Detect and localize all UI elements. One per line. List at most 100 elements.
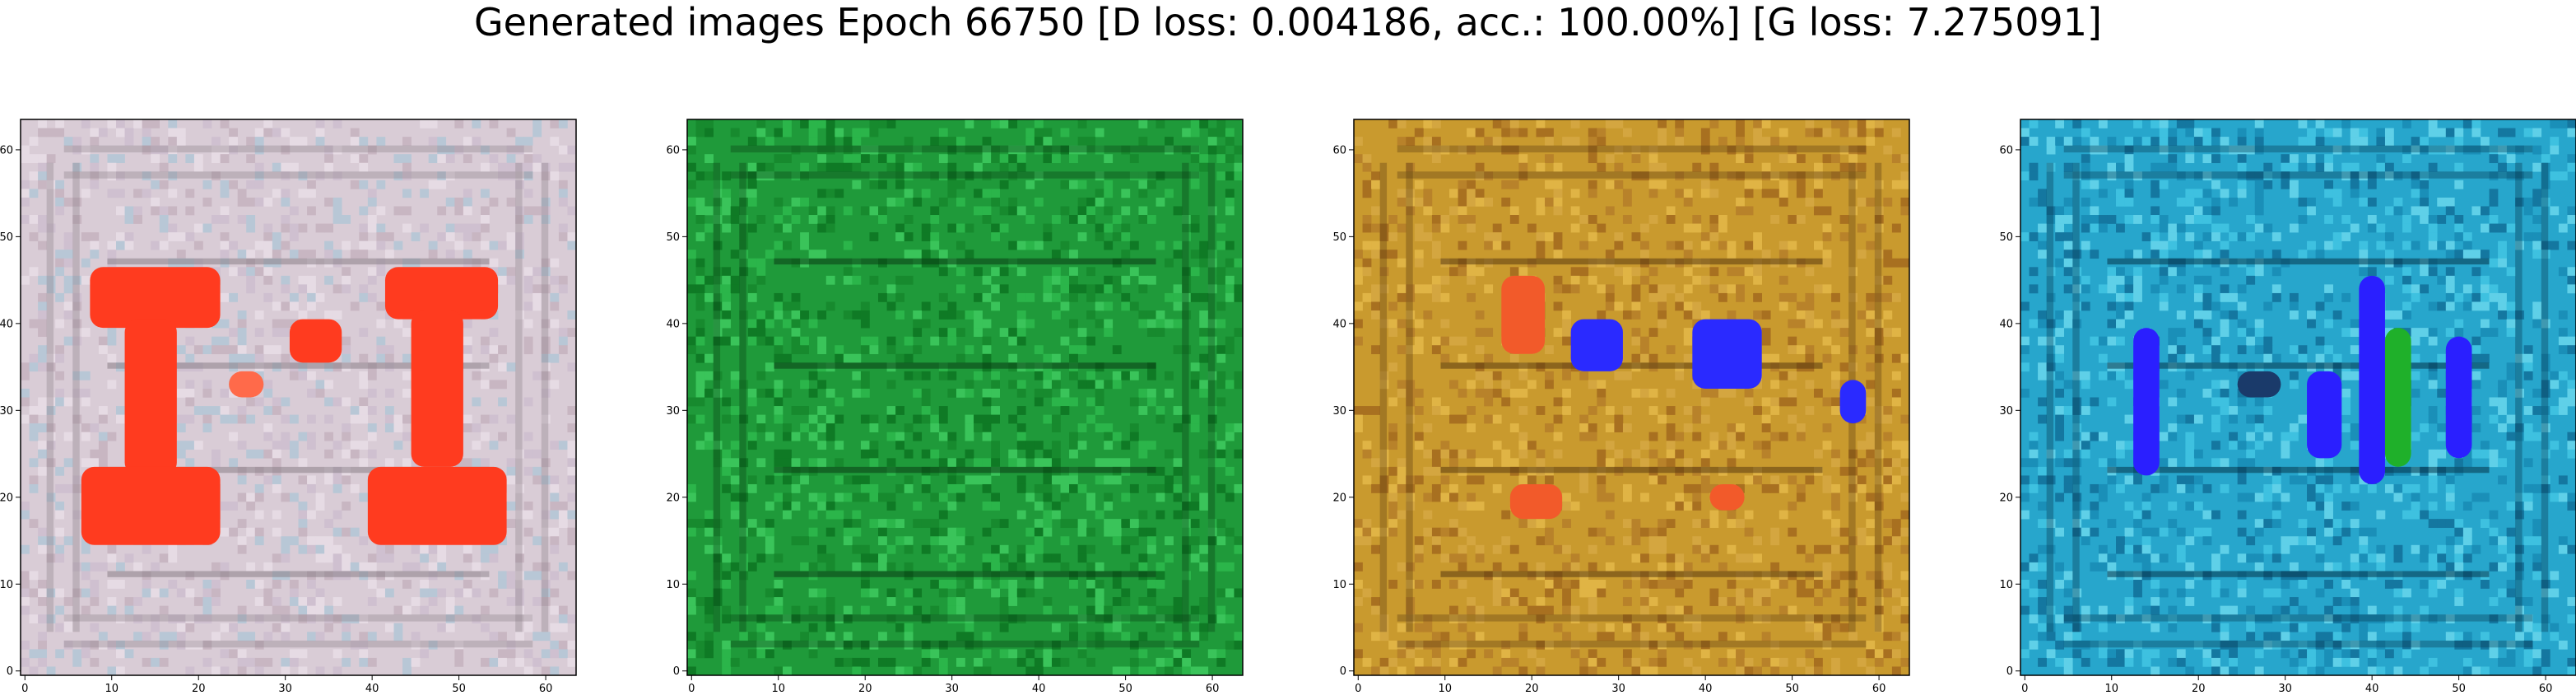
- image-pixel: [1684, 458, 1693, 467]
- image-pixel: [1363, 450, 1372, 459]
- image-pixel: [965, 632, 974, 641]
- image-pixel: [1866, 641, 1875, 650]
- image-pixel: [1035, 484, 1044, 493]
- image-pixel: [532, 632, 542, 641]
- image-pixel: [1415, 432, 1424, 441]
- image-pixel: [1823, 250, 1832, 259]
- image-pixel: [255, 137, 264, 146]
- image-pixel: [1354, 301, 1363, 310]
- image-pixel: [974, 310, 983, 320]
- image-pixel: [1866, 241, 1875, 250]
- image-pixel: [1709, 267, 1718, 276]
- image-pixel: [722, 649, 731, 658]
- image-pixel: [1823, 224, 1832, 233]
- image-pixel: [1415, 180, 1424, 189]
- image-pixel: [1467, 180, 1476, 189]
- image-pixel: [904, 589, 914, 598]
- image-pixel: [939, 536, 948, 545]
- image-pixel: [446, 606, 455, 615]
- image-pixel: [1892, 528, 1901, 537]
- image-pixel: [1138, 528, 1147, 537]
- image-pixel: [1432, 276, 1441, 285]
- image-pixel: [1476, 163, 1485, 172]
- image-pixel: [1025, 450, 1035, 459]
- image-pixel: [246, 284, 255, 293]
- image-pixel: [255, 267, 264, 276]
- image-pixel: [852, 354, 861, 363]
- image-pixel: [38, 658, 47, 667]
- image-pixel: [1147, 389, 1156, 398]
- image-pixel: [1579, 371, 1588, 380]
- image-pixel: [342, 337, 351, 346]
- image-pixel: [983, 337, 992, 346]
- image-pixel: [2255, 198, 2264, 207]
- image-pixel: [437, 232, 446, 241]
- image-pixel: [1354, 562, 1363, 572]
- image-pixel: [2064, 215, 2073, 224]
- image-pixel: [1840, 467, 1849, 476]
- image-pixel: [792, 484, 801, 493]
- image-pixel: [21, 398, 30, 407]
- image-pixel: [463, 189, 472, 198]
- image-pixel: [1753, 406, 1762, 415]
- image-pixel: [1536, 562, 1545, 572]
- image-pixel: [1043, 137, 1052, 146]
- image-pixel: [38, 241, 47, 250]
- image-pixel: [722, 658, 731, 667]
- image-pixel: [1182, 658, 1191, 667]
- image-pixel: [299, 284, 308, 293]
- image-pixel: [1900, 154, 1909, 163]
- image-pixel: [1709, 224, 1718, 233]
- image-pixel: [1208, 146, 1217, 155]
- image-pixel: [1138, 562, 1147, 572]
- image-pixel: [1684, 328, 1693, 337]
- image-pixel: [463, 154, 472, 163]
- image-pixel: [21, 180, 30, 189]
- image-pixel: [748, 137, 757, 146]
- image-pixel: [1840, 597, 1849, 606]
- image-pixel: [2341, 215, 2350, 224]
- image-pixel: [1675, 128, 1684, 138]
- image-pixel: [704, 119, 714, 128]
- image-pixel: [2272, 232, 2281, 241]
- image-pixel: [185, 389, 194, 398]
- image-pixel: [1130, 241, 1139, 250]
- image-pixel: [1709, 284, 1718, 293]
- image-pixel: [800, 345, 809, 354]
- image-pixel: [1467, 128, 1476, 138]
- image-pixel: [1121, 276, 1130, 285]
- image-pixel: [2541, 154, 2550, 163]
- image-pixel: [974, 423, 983, 432]
- image-pixel: [1061, 284, 1070, 293]
- image-pixel: [1788, 528, 1797, 537]
- image-pixel: [1753, 597, 1762, 606]
- image-pixel: [2160, 180, 2169, 189]
- image-pixel: [1354, 137, 1363, 146]
- image-pixel: [2255, 119, 2264, 128]
- image-pixel: [2446, 284, 2455, 293]
- image-pixel: [1225, 284, 1235, 293]
- image-pixel: [333, 250, 342, 259]
- image-pixel: [1156, 406, 1165, 415]
- image-pixel: [2255, 250, 2264, 259]
- image-pixel: [687, 163, 696, 172]
- image-pixel: [2255, 267, 2264, 276]
- image-pixel: [1554, 232, 1563, 241]
- image-pixel: [1892, 371, 1901, 380]
- image-pixel: [852, 128, 861, 138]
- image-pixel: [1121, 293, 1130, 302]
- image-pixel: [2454, 250, 2463, 259]
- image-pixel: [1632, 666, 1641, 675]
- image-pixel: [1493, 389, 1502, 398]
- image-pixel: [1814, 658, 1823, 667]
- image-pixel: [1727, 580, 1737, 589]
- image-pixel: [1156, 580, 1165, 589]
- image-pixel: [800, 337, 809, 346]
- image-pixel: [1667, 345, 1676, 354]
- image-pixel: [21, 371, 30, 380]
- image-pixel: [1432, 580, 1441, 589]
- image-pixel: [1484, 241, 1493, 250]
- image-pixel: [1510, 545, 1519, 554]
- image-pixel: [696, 398, 705, 407]
